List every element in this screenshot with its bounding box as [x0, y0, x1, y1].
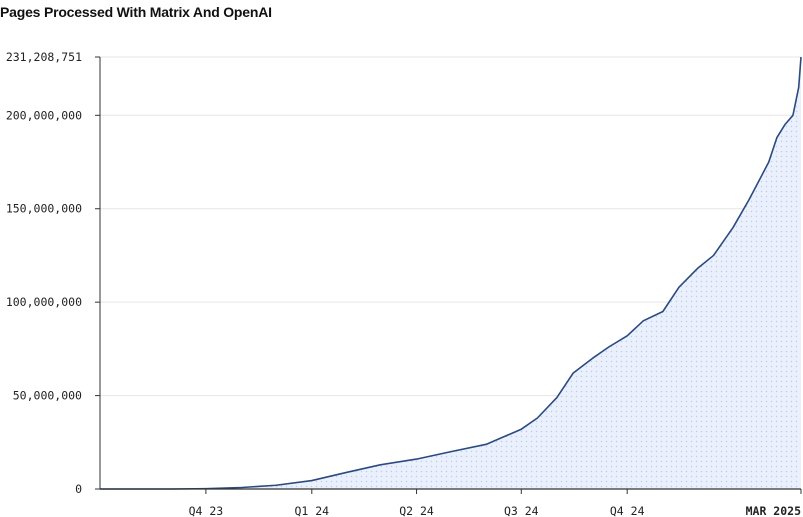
x-tick-labels: Q4 23 Q1 24 Q2 24 Q3 24 Q4 24 MAR 2025: [189, 504, 801, 517]
x-tick-label: Q4 24: [610, 504, 645, 517]
area-layer: [99, 56, 802, 490]
y-tick-labels: 0 50,000,000 100,000,000 150,000,000 200,000…: [6, 50, 82, 496]
chart-title: Pages Processed With Matrix And OpenAI: [0, 4, 272, 20]
y-tick-label: 0: [75, 482, 82, 496]
y-tick-label: 100,000,000: [6, 295, 82, 309]
y-tick-label: 150,000,000: [6, 202, 82, 216]
x-tick-label: Q1 24: [294, 504, 329, 517]
y-tick-label: 50,000,000: [13, 389, 82, 403]
series-area-fill: [100, 57, 801, 489]
axis-layer: [95, 56, 802, 494]
x-tick-label: MAR 2025: [746, 504, 801, 517]
x-tick-label: Q3 24: [504, 504, 539, 517]
y-tick-label: 231,208,751: [6, 50, 82, 64]
x-tick-label: Q4 23: [189, 504, 224, 517]
y-tick-label: 200,000,000: [6, 108, 82, 122]
x-tick-label: Q2 24: [399, 504, 434, 517]
